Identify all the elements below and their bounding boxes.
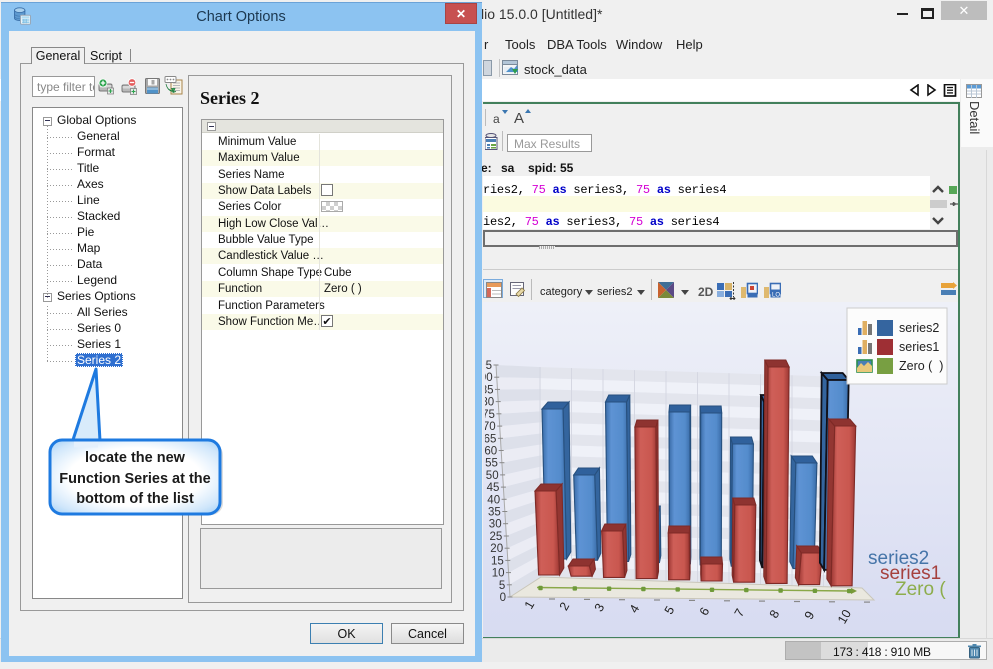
svg-text:90: 90 [485,372,493,384]
svg-text:bottom of the list: bottom of the list [76,491,194,507]
svg-text:25: 25 [490,531,503,543]
svg-text:Zero (: Zero ( [895,579,946,600]
svg-text:Zero ( ): Zero ( ) [899,359,943,373]
svg-text:85: 85 [485,384,494,396]
svg-text:10: 10 [835,607,854,626]
svg-text:0: 0 [500,592,506,604]
svg-text:80: 80 [485,397,494,409]
svg-text:LO: LO [772,293,780,299]
svg-text:15: 15 [491,555,504,567]
svg-text:40: 40 [487,494,500,506]
svg-text:10: 10 [492,568,505,580]
svg-text:55: 55 [485,458,498,470]
svg-text:Function Series at the: Function Series at the [59,471,210,487]
svg-text:5: 5 [499,580,505,592]
svg-text:series1: series1 [880,563,941,584]
svg-text:locate the new: locate the new [85,450,186,466]
svg-text:series1: series1 [899,340,939,354]
svg-text:30: 30 [489,519,502,531]
svg-text:50: 50 [486,470,499,482]
svg-text:series2: series2 [868,548,929,569]
svg-text:70: 70 [485,421,496,433]
svg-text:35: 35 [488,507,501,519]
svg-text:45: 45 [487,482,500,494]
svg-text:60: 60 [485,446,497,458]
svg-text:95: 95 [485,360,492,372]
svg-text:65: 65 [485,433,496,445]
svg-text:75: 75 [485,409,495,421]
svg-text:20: 20 [490,543,503,555]
svg-text:series2: series2 [899,321,939,335]
